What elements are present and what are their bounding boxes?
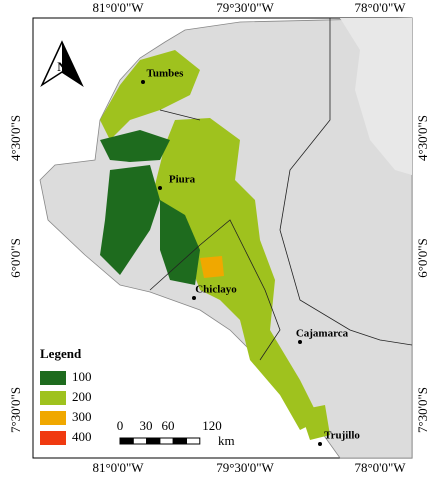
- scale-segment: [172, 437, 187, 445]
- place-dot: [141, 80, 145, 84]
- longitude-label: 81°0'0"W: [92, 460, 144, 475]
- latitude-label: 4°30'0"S: [415, 115, 430, 161]
- zone-200: [155, 118, 320, 430]
- legend-label: 300: [72, 409, 92, 424]
- place-label: Cajamarca: [296, 328, 349, 340]
- latitude-label: 6°0'0"S: [415, 238, 430, 278]
- arrow-shade: [62, 42, 82, 85]
- scale-label: 30: [140, 418, 153, 433]
- longitude-label: 79°30'0"W: [216, 460, 274, 475]
- legend-swatch: [40, 391, 66, 405]
- place-dot: [158, 186, 162, 190]
- zone-200: [300, 405, 330, 440]
- legend-swatch: [40, 411, 66, 425]
- north-label: N: [57, 59, 67, 74]
- zone-100: [160, 200, 200, 285]
- zone-300: [200, 256, 224, 278]
- longitude-label: 78°0'0"W: [354, 460, 406, 475]
- longitude-label: 78°0'0"W: [354, 0, 406, 15]
- legend-swatch: [40, 371, 66, 385]
- longitude-label: 81°0'0"W: [92, 0, 144, 15]
- latitude-label: 6°0'0"S: [8, 238, 23, 278]
- latitude-label: 7°30'0"S: [8, 387, 23, 433]
- zone-200: [100, 50, 200, 140]
- scale-label: 0: [117, 418, 124, 433]
- place-label: Tumbes: [147, 68, 185, 80]
- scale-unit: km: [218, 433, 235, 448]
- latitude-label: 7°30'0"S: [415, 387, 430, 433]
- zone-100: [100, 165, 160, 275]
- zone-100: [100, 130, 170, 162]
- highland: [340, 18, 412, 175]
- scale-segment: [132, 437, 148, 445]
- legend-swatch: [40, 431, 66, 445]
- place-label: Trujillo: [324, 430, 360, 442]
- place-dot: [298, 340, 302, 344]
- scale-segment: [186, 437, 201, 445]
- legend-label: 400: [72, 429, 92, 444]
- scale-label: 60: [162, 418, 175, 433]
- legend-label: 200: [72, 389, 92, 404]
- place-dot: [192, 296, 196, 300]
- legend-label: 100: [72, 369, 92, 384]
- legend-title: Legend: [40, 346, 82, 361]
- place-dot: [318, 442, 322, 446]
- scale-label: 120: [202, 418, 222, 433]
- latitude-label: 4°30'0"S: [8, 115, 23, 161]
- longitude-label: 79°30'0"W: [216, 0, 274, 15]
- place-label: Chiclayo: [195, 284, 237, 296]
- border: [149, 18, 413, 361]
- scale-segment: [119, 437, 134, 445]
- scale-segment: [159, 437, 174, 445]
- scale-segment: [146, 437, 161, 445]
- place-label: Piura: [169, 174, 196, 186]
- north-arrow: N: [40, 40, 84, 88]
